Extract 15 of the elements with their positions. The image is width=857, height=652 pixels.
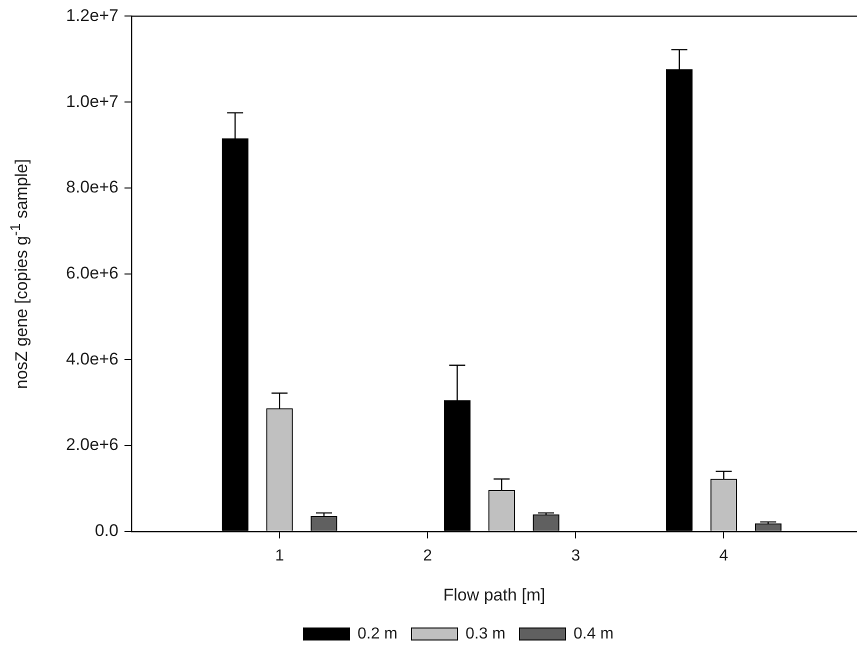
legend-label: 0.2 m [357, 625, 398, 642]
legend-label: 0.3 m [465, 625, 506, 642]
x-tick-label: 4 [719, 547, 728, 564]
x-axis-title: Flow path [m] [443, 585, 546, 604]
legend-label: 0.4 m [574, 625, 614, 642]
y-tick-label: 1.2e+7 [66, 6, 118, 25]
y-tick-label: 8.0e+6 [66, 178, 118, 197]
y-tick-label: 1.0e+7 [66, 92, 118, 111]
x-tick-label: 3 [571, 547, 580, 564]
x-tick-label: 1 [275, 547, 284, 564]
y-tick-label: 2.0e+6 [66, 435, 118, 454]
x-tick-label: 2 [423, 547, 432, 564]
y-tick-label: 6.0e+6 [66, 263, 118, 282]
y-tick-label: 4.0e+6 [66, 349, 118, 368]
y-tick-label: 0.0 [94, 521, 118, 540]
